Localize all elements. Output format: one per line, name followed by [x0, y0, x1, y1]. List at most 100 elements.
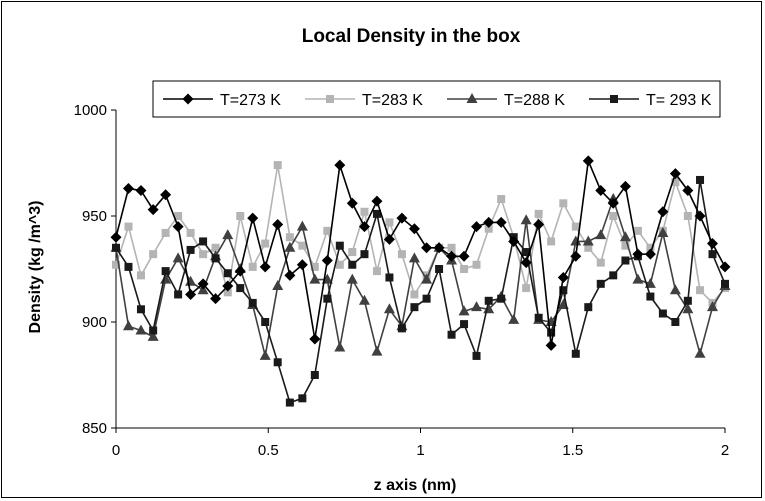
data-point: [471, 221, 483, 233]
data-point: [609, 212, 618, 220]
data-point: [371, 345, 383, 356]
legend-marker: [466, 93, 478, 103]
data-point: [186, 245, 195, 254]
data-point: [149, 326, 158, 335]
data-point: [658, 309, 667, 318]
data-point: [122, 182, 134, 194]
data-point: [619, 180, 631, 192]
y-axis-label: Density (kg /m^3): [27, 201, 44, 334]
data-point: [397, 324, 406, 333]
data-point: [646, 243, 655, 252]
data-point: [273, 358, 282, 367]
data-point: [447, 243, 456, 252]
data-point: [497, 294, 506, 303]
data-point: [372, 267, 381, 276]
data-point: [483, 216, 495, 228]
data-point: [570, 250, 582, 262]
data-point: [298, 394, 307, 403]
data-point: [584, 243, 593, 252]
data-point: [721, 279, 729, 288]
data-point: [621, 241, 630, 250]
data-point: [683, 212, 692, 220]
data-point: [172, 252, 184, 263]
data-point: [694, 347, 706, 358]
data-point: [471, 301, 483, 312]
data-point: [272, 279, 284, 290]
data-point: [497, 195, 506, 204]
data-point: [582, 155, 594, 167]
x-tick-label: 1: [416, 442, 424, 459]
data-point: [174, 290, 183, 299]
data-point: [646, 292, 655, 301]
data-point: [522, 284, 531, 293]
x-tick-label: 2: [721, 442, 729, 459]
data-point: [609, 271, 618, 280]
data-point: [595, 229, 607, 240]
data-point: [259, 261, 271, 273]
y-ticks: 850 900 950 1000: [74, 102, 116, 437]
data-point: [446, 250, 458, 262]
data-point: [696, 175, 705, 184]
legend-label: T=273 K: [220, 92, 281, 109]
data-point: [122, 320, 134, 331]
data-point: [708, 250, 717, 259]
data-point: [595, 185, 607, 197]
data-point: [632, 273, 644, 284]
data-point: [334, 341, 346, 352]
data-point: [135, 324, 147, 335]
data-point: [707, 238, 719, 250]
data-point: [309, 333, 321, 345]
data-point: [522, 248, 531, 257]
data-point: [149, 250, 158, 259]
data-point: [112, 243, 120, 252]
data-point: [284, 269, 296, 281]
data-point: [607, 197, 619, 209]
data-point: [472, 260, 481, 269]
x-tick-label: 0: [112, 442, 120, 459]
series-line: [115, 196, 726, 357]
data-point: [545, 339, 557, 351]
y-tick-label: 950: [82, 208, 107, 225]
data-point: [272, 218, 284, 230]
data-point: [161, 228, 170, 237]
x-tick-label: 1.5: [562, 442, 583, 459]
data-point: [348, 248, 357, 257]
legend-marker: [182, 93, 194, 105]
data-point: [547, 237, 556, 246]
data-point: [211, 243, 220, 252]
data-point: [671, 318, 680, 326]
data-point: [396, 212, 408, 224]
data-point: [234, 265, 246, 277]
data-point: [696, 286, 705, 295]
data-point: [571, 349, 580, 358]
data-point: [421, 273, 433, 284]
data-point: [534, 209, 543, 218]
data-point: [619, 231, 631, 242]
data-point: [433, 242, 445, 254]
data-point: [321, 255, 333, 267]
series-1: [110, 155, 731, 351]
series-3: [110, 193, 731, 360]
data-point: [657, 226, 669, 237]
x-tick-label: 0.5: [258, 442, 279, 459]
data-point: [248, 262, 257, 271]
data-point: [147, 204, 159, 216]
data-point: [236, 284, 245, 293]
data-point: [371, 195, 383, 207]
data-point: [296, 259, 308, 271]
data-point: [671, 178, 680, 187]
data-point: [360, 250, 369, 259]
data-point: [484, 296, 493, 305]
data-point: [621, 256, 630, 265]
data-point: [298, 241, 307, 250]
data-point: [596, 279, 605, 288]
series-line: [115, 179, 726, 404]
data-point: [397, 250, 406, 259]
data-point: [460, 265, 469, 273]
y-tick-label: 1000: [74, 102, 107, 119]
legend-marker: [326, 95, 334, 103]
data-point: [458, 250, 470, 262]
data-point: [596, 258, 605, 267]
data-point: [334, 159, 346, 171]
